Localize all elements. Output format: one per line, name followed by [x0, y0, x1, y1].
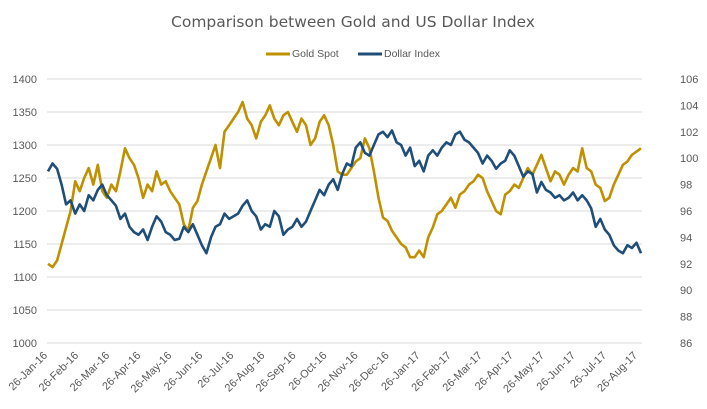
y-right-tick-label: 86 — [680, 338, 692, 350]
y-left-tick-label: 1150 — [13, 239, 37, 251]
gridlines — [47, 78, 642, 344]
legend-label-gold: Gold Spot — [292, 48, 339, 60]
y-right-tick-label: 104 — [680, 100, 698, 112]
series-lines — [46, 100, 643, 269]
y-right-tick-label: 90 — [680, 285, 692, 297]
y-right-tick-label: 100 — [680, 153, 698, 165]
y-left-tick-label: 1000 — [13, 338, 37, 350]
y-left-tick-label: 1300 — [13, 140, 37, 152]
y-axis-right: 86 88 90 92 94 96 98 100 102 104 106 — [680, 74, 698, 350]
legend-item-gold[interactable]: Gold Spot — [266, 48, 339, 60]
y-left-tick-label: 1350 — [13, 107, 37, 119]
y-right-tick-label: 94 — [680, 232, 692, 244]
y-left-tick-label: 1250 — [13, 173, 37, 185]
x-axis: 26-Jan-1626-Feb-1626-Mar-1626-Apr-1626-M… — [7, 350, 641, 396]
chart-title: Comparison between Gold and US Dollar In… — [171, 13, 535, 31]
legend-label-dollar: Dollar Index — [384, 48, 441, 60]
y-left-tick-label: 1200 — [13, 206, 37, 218]
legend: Gold Spot Dollar Index — [266, 48, 441, 60]
series-line-gold-spot — [47, 100, 642, 269]
y-left-tick-label: 1400 — [13, 74, 37, 86]
y-right-tick-label: 106 — [680, 74, 698, 86]
y-axis-left: 1000 1050 1100 1150 1200 1250 1300 1350 1400 — [13, 74, 37, 350]
y-right-tick-label: 88 — [680, 312, 692, 324]
y-right-tick-label: 102 — [680, 127, 698, 139]
series-line-dollar-index — [46, 129, 643, 255]
y-right-tick-label: 92 — [680, 259, 692, 271]
legend-item-dollar[interactable]: Dollar Index — [358, 48, 441, 60]
y-left-tick-label: 1100 — [13, 272, 37, 284]
y-right-tick-label: 96 — [680, 206, 692, 218]
y-right-tick-label: 98 — [680, 180, 692, 192]
y-left-tick-label: 1050 — [13, 305, 37, 317]
